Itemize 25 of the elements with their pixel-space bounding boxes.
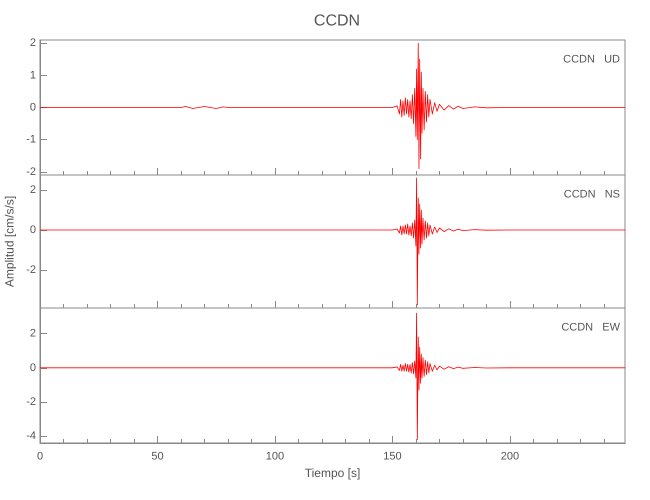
x-tick-label: 200 [500,450,520,462]
y-tick-label: 2 [30,328,36,340]
y-axis-title: Amplitud [cm/s/s] [2,196,16,288]
x-tick-label: 100 [266,450,284,462]
line-series [40,42,626,169]
y-tick-label: 2 [30,184,36,196]
annotation: CCDN NS [564,188,620,200]
annotation: CCDN EW [561,322,621,334]
y-tick-label: 0 [30,102,36,114]
chart-title: CCDN [314,12,360,30]
line-series [40,178,626,306]
x-axis-title: Tiempo [s] [304,466,360,480]
x-tick-label: 150 [383,450,402,462]
y-tick-label: -1 [26,134,36,146]
y-tick-label: 1 [30,69,36,82]
line-series [40,312,626,440]
y-tick-label: 0 [30,224,36,236]
y-tick-label: 0 [30,362,36,374]
y-tick-label: -2 [26,396,36,408]
y-tick-label: 2 [30,37,36,50]
y-tick-label: -2 [26,264,36,276]
annotation: CCDN UD [563,54,620,66]
y-tick-label: -4 [26,430,36,442]
y-tick-label: -2 [26,166,36,178]
x-tick-label: 50 [151,450,164,462]
